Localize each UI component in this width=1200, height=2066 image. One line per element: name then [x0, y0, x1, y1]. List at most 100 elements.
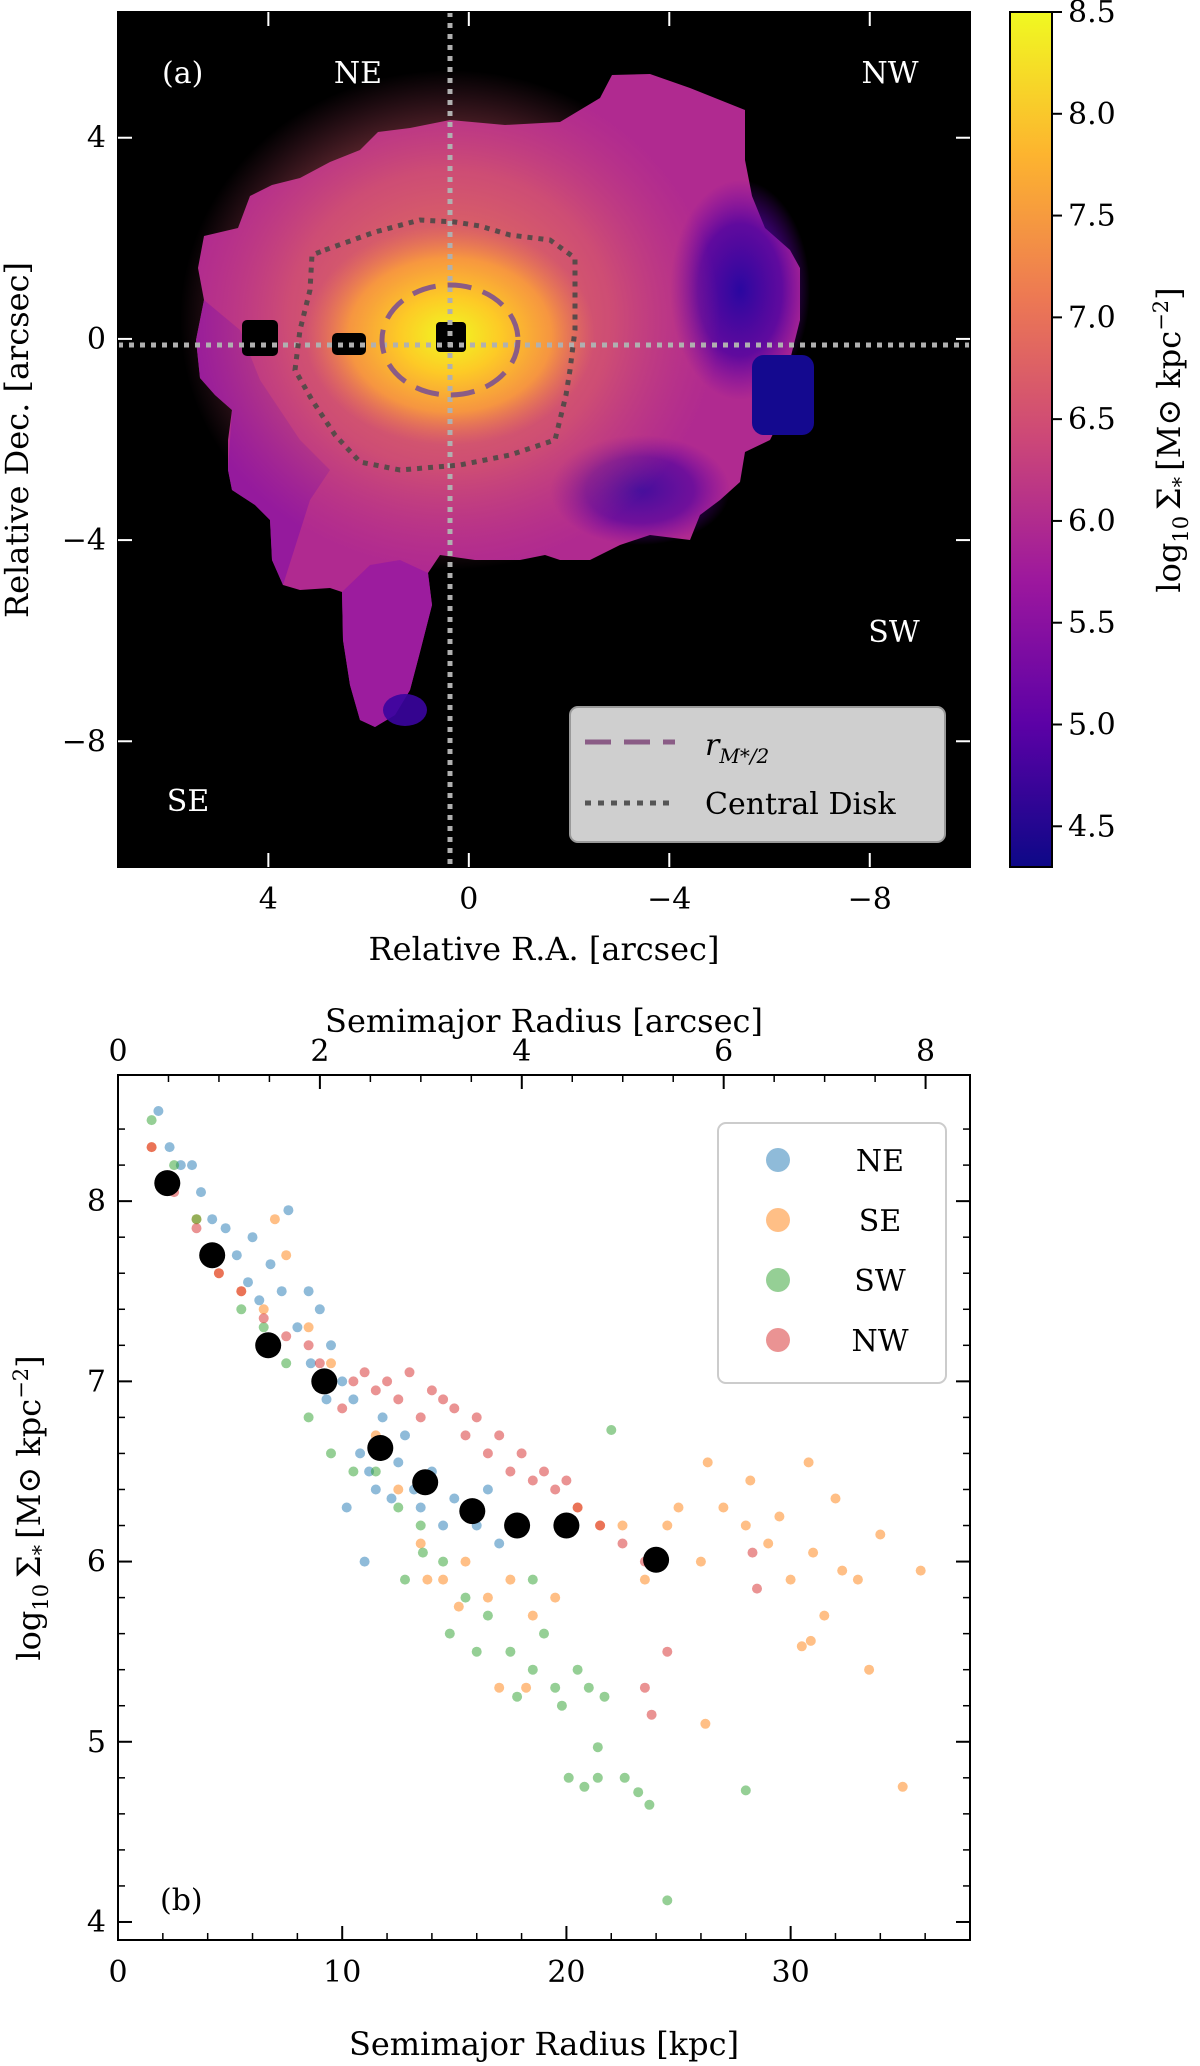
scatter-point-ne	[303, 1286, 314, 1297]
scatter-point-se	[796, 1641, 807, 1652]
scatter-point-se	[281, 1250, 292, 1261]
scatter-point-nw	[646, 1709, 657, 1720]
scatter-point-se	[864, 1664, 875, 1675]
scatter-point-sw	[460, 1592, 471, 1603]
scatter-point-ne	[348, 1394, 359, 1405]
scatter-point-se	[258, 1304, 269, 1315]
scatter-point-se	[460, 1556, 471, 1567]
scatter-point-nw	[471, 1412, 482, 1423]
scatter-point-sw	[527, 1664, 538, 1675]
scatter-point-se	[808, 1547, 819, 1558]
colorbar-tick-label: 7.5	[1068, 199, 1116, 234]
scatter-point-ne	[321, 1394, 332, 1405]
scatter-point-se	[803, 1457, 814, 1468]
legend-marker-se	[766, 1208, 790, 1232]
scatter-point-nw	[539, 1466, 549, 1477]
scatter-point-sw	[400, 1574, 410, 1585]
profile-xtick-label: 20	[547, 1955, 585, 1990]
scatter-point-ne	[276, 1286, 287, 1297]
scatter-point-se	[897, 1781, 908, 1792]
profile-ytick-label: 8	[87, 1184, 106, 1219]
scatter-point-nw	[752, 1583, 762, 1594]
scatter-point-nw	[258, 1313, 269, 1324]
map-xtick-label: −8	[848, 882, 892, 917]
map-ytick-label: −8	[62, 724, 106, 759]
scatter-point-nw	[482, 1448, 493, 1459]
scatter-point-sw	[527, 1574, 538, 1585]
scatter-point-ne	[355, 1448, 366, 1459]
scatter-point-nw	[516, 1448, 527, 1459]
scatter-point-nw	[382, 1376, 393, 1387]
legend-marker-ne	[766, 1148, 790, 1172]
scatter-point-se	[740, 1520, 751, 1531]
colorbar-gradient	[1009, 11, 1053, 868]
profile-ytick-label: 7	[87, 1364, 106, 1399]
scatter-point-sw	[512, 1691, 523, 1702]
scatter-point-ne	[292, 1322, 303, 1333]
scatter-point-se	[415, 1538, 426, 1549]
quadrant-label-ne: NE	[334, 56, 382, 91]
scatter-point-sw	[348, 1466, 359, 1477]
map-xtick-label: 0	[459, 882, 478, 917]
masked-pixels-far-east	[242, 320, 278, 356]
scatter-point-se	[521, 1682, 532, 1693]
scatter-point-se	[785, 1574, 796, 1585]
scatter-point-sw	[169, 1160, 180, 1171]
scatter-point-ne	[494, 1538, 505, 1549]
scatter-point-ne	[359, 1556, 370, 1567]
colorbar-tick-label: 7.0	[1068, 300, 1116, 335]
scatter-point-ne	[265, 1259, 276, 1270]
scatter-point-ne	[164, 1142, 175, 1153]
scatter-point-se	[550, 1592, 561, 1603]
profile-axes: 0 10 20 30 0 2 4 6 8 4 5 6 7 8	[87, 1034, 970, 1990]
profile-ylabel: log10Σ*[M⊙ kpc−2]	[9, 1355, 53, 1660]
scatter-point-sw	[740, 1785, 751, 1796]
galaxy-southeast-tail	[342, 560, 432, 727]
scatter-point-se	[774, 1511, 785, 1522]
scatter-point-sw	[599, 1691, 610, 1702]
binned-profile-point	[154, 1170, 181, 1197]
half-mass-radius-ellipse	[379, 282, 521, 398]
scatter-point-sw	[662, 1895, 673, 1906]
map-panel: (a) NE NW SW SE rM*/2 Central Disk 4 0 −4 −…	[0, 0, 1193, 968]
binned-profile-point	[311, 1368, 338, 1395]
scatter-point-nw	[561, 1475, 572, 1486]
scatter-point-nw	[505, 1466, 516, 1477]
colorbar-tick-label: 8.0	[1068, 97, 1116, 132]
scatter-point-sw	[326, 1448, 336, 1459]
colorbar-tick-label: 6.0	[1068, 504, 1116, 539]
colorbar-tick-label: 4.5	[1068, 809, 1116, 844]
scatter-point-ne	[341, 1502, 352, 1513]
scatter-point-nw	[747, 1547, 758, 1558]
scatter-point-sw	[438, 1556, 449, 1567]
scatter-point-ne	[220, 1223, 231, 1234]
scatter-point-sw	[417, 1547, 428, 1558]
quadrant-label-nw: NW	[861, 56, 918, 91]
scatter-point-sw	[146, 1115, 157, 1126]
scatter-point-nw	[404, 1367, 415, 1378]
scatter-point-sw	[592, 1772, 603, 1783]
scatter-point-se	[393, 1484, 404, 1495]
scatter-point-nw	[337, 1403, 348, 1414]
legend-half-mass-subscript: M*/2	[718, 744, 769, 768]
legend-half-mass-label: rM*/2	[705, 728, 769, 768]
scatter-point-sw	[303, 1412, 314, 1423]
galaxy-dark-blue-clump	[752, 355, 814, 435]
scatter-point-se	[702, 1457, 713, 1468]
scatter-point-nw	[191, 1223, 202, 1234]
galaxy-southern-tail-knot	[383, 694, 427, 726]
legend-marker-sw	[766, 1268, 790, 1292]
binned-profile-point	[504, 1512, 531, 1539]
scatter-point-sw	[415, 1520, 426, 1531]
map-xtick-label: −4	[647, 882, 691, 917]
scatter-point-nw	[527, 1475, 538, 1486]
scatter-point-se	[673, 1502, 684, 1513]
masked-pixels-center	[436, 322, 466, 352]
scatter-point-se	[505, 1574, 516, 1585]
legend-label-nw: NW	[851, 1324, 908, 1359]
scatter-point-nw	[639, 1682, 650, 1693]
scatter-point-sw	[550, 1682, 561, 1693]
profile-x2tick-label: 2	[310, 1034, 329, 1069]
scatter-point-nw	[572, 1502, 583, 1513]
scatter-point-sw	[258, 1322, 269, 1333]
